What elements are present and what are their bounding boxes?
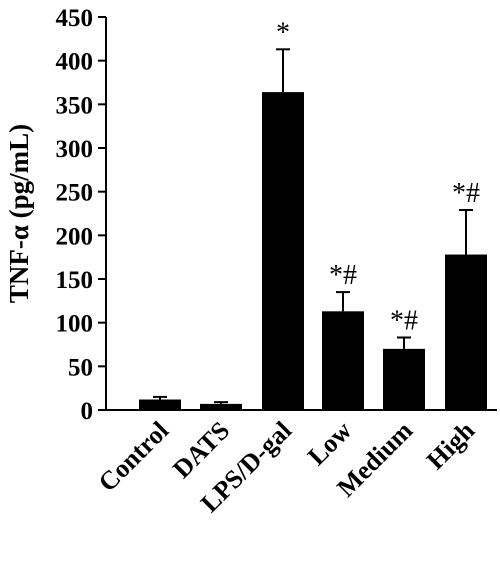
x-tick-label: Low <box>302 416 357 471</box>
x-tick-label: High <box>421 415 481 475</box>
y-tick-label: 100 <box>56 311 94 338</box>
bars: * *# *# *# <box>139 17 487 411</box>
significance-label: *# <box>390 306 418 337</box>
significance-label: *# <box>452 178 480 209</box>
y-axis-label: TNF-α (pg/mL) <box>4 124 34 303</box>
x-tick-label: Control <box>93 416 174 497</box>
y-tick-label: 450 <box>56 5 94 32</box>
bar <box>139 399 181 410</box>
y-tick-label: 0 <box>81 398 94 425</box>
bar <box>383 348 425 410</box>
y-tick-label: 250 <box>56 180 94 207</box>
y-tick-label: 150 <box>56 267 94 294</box>
significance-label: * <box>276 17 290 48</box>
y-tick-label: 300 <box>56 136 94 163</box>
bar <box>200 403 242 410</box>
significance-label: *# <box>329 260 357 291</box>
y-tick-label: 350 <box>56 92 94 119</box>
bar <box>262 92 304 411</box>
bar <box>322 311 364 410</box>
y-axis: 0 50 100 150 200 250 300 350 400 450 <box>56 5 107 425</box>
y-tick-label: 400 <box>56 49 94 76</box>
y-tick-label: 50 <box>68 354 93 381</box>
y-tick-label: 200 <box>56 223 94 250</box>
bar <box>445 254 487 410</box>
